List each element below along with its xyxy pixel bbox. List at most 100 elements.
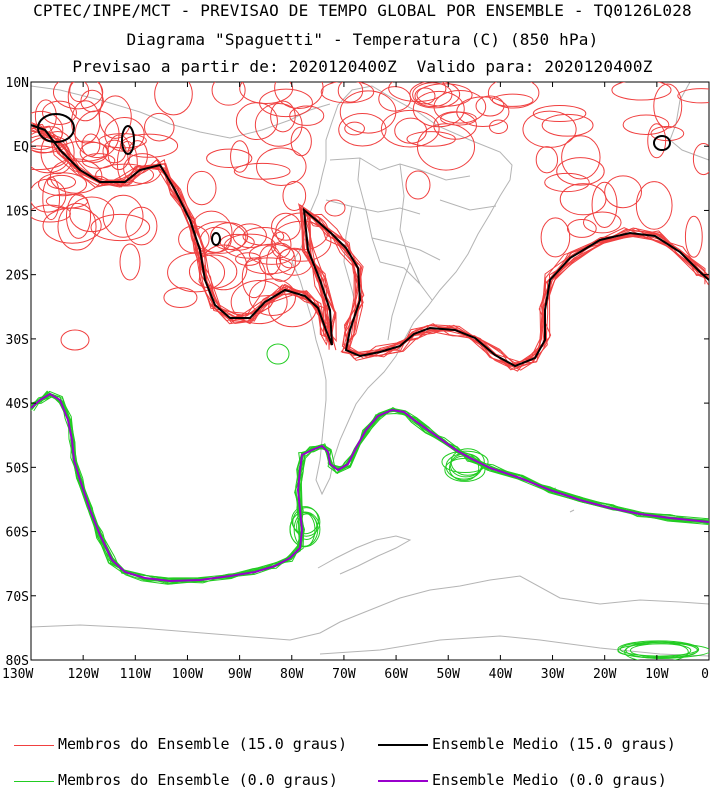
member-15-loop (650, 126, 685, 142)
member-15-loop (190, 210, 233, 255)
lat-label: 40S (6, 397, 29, 412)
lon-label: 60W (384, 667, 408, 682)
mean-15-contour (31, 113, 709, 368)
member-15-loop (290, 126, 312, 157)
member-15-loop (320, 82, 375, 104)
member-15-loop (52, 82, 104, 110)
member-15-loop (58, 140, 110, 162)
lon-label: 20W (593, 667, 617, 682)
member-15-loop (647, 123, 667, 159)
member-15-loop (337, 82, 364, 103)
ice-shelf (319, 635, 709, 657)
member-15-loop (414, 87, 436, 105)
member-15-loop (271, 212, 301, 241)
member-15-loop (475, 95, 505, 117)
member-0-blob (449, 453, 482, 478)
members-0-contours (31, 343, 709, 660)
member-15-loop (561, 135, 601, 180)
member-15-loop (199, 244, 248, 291)
member-15-loop (266, 242, 296, 282)
member-15-loop (559, 183, 607, 216)
members-15-contours (31, 82, 709, 372)
member-15-loop (40, 131, 75, 175)
plot-border (30, 81, 710, 661)
south-america-coast (291, 85, 513, 496)
mean-15-loop (653, 135, 671, 151)
member-0-contour (31, 391, 709, 580)
member-15-loop (416, 123, 476, 171)
member-15-contour (32, 127, 709, 368)
member-15-loop (677, 88, 709, 104)
axis-ticks (30, 81, 710, 661)
legend-label-members-15: Membros do Ensemble (15.0 graus) (58, 735, 347, 753)
member-15-loop (119, 133, 179, 158)
lat-label: 10N (6, 76, 29, 91)
member-15-loop (540, 217, 571, 258)
member-15-loop (339, 90, 397, 134)
member-15-loop (259, 88, 313, 118)
member-15-loop (42, 100, 77, 125)
member-15-loop (604, 175, 642, 209)
lat-label: EQ (13, 140, 29, 155)
lon-label: 0 (701, 667, 709, 682)
member-15-loop (45, 193, 89, 209)
lat-label: 10S (6, 204, 29, 219)
legend-line-members-0 (14, 781, 54, 782)
member-15-loop (188, 254, 238, 289)
member-15-loop (186, 170, 217, 206)
member-15-loop (522, 110, 577, 148)
member-15-loop (233, 162, 291, 180)
member-15-loop (42, 176, 61, 221)
member-15-loop (211, 82, 246, 106)
member-15-loop (69, 82, 90, 103)
lon-label: 40W (489, 667, 513, 682)
member-15-loop (206, 148, 253, 168)
member-15-loop (489, 119, 509, 135)
member-15-loop (230, 280, 288, 325)
member-0-blob (448, 455, 480, 481)
member-0-contour (31, 395, 707, 581)
member-15-loop (254, 103, 303, 147)
legend-line-mean-0 (378, 780, 428, 782)
member-15-loop (154, 82, 193, 116)
antarctic-peninsula (317, 535, 412, 575)
member-15-loop (622, 114, 670, 135)
member-15-loop (544, 172, 590, 193)
member-15-loop (102, 194, 144, 238)
lon-label: 90W (228, 667, 252, 682)
member-0-blob (441, 450, 489, 474)
member-0-contour (31, 390, 709, 583)
lon-label: 130W (2, 667, 33, 682)
member-15-contour (32, 123, 709, 372)
member-15-loop (380, 109, 440, 148)
title-line-1: CPTEC/INPE/MCT - PREVISAO DE TEMPO GLOBA… (33, 1, 692, 20)
member-0-blob (292, 507, 321, 537)
member-15-contour (31, 123, 709, 371)
member-15-loop (566, 219, 597, 238)
member-15-loop (271, 220, 332, 262)
map-frame (30, 81, 710, 661)
lon-label: 30W (541, 667, 565, 682)
member-15-loop (289, 105, 325, 126)
member-15-loop (248, 278, 296, 317)
member-15-loop (591, 181, 618, 228)
member-15-loop (232, 223, 267, 249)
member-15-loop (31, 136, 71, 174)
member-0-blob (266, 343, 290, 365)
member-15-contour (31, 130, 709, 368)
member-15-loop (535, 146, 559, 174)
member-0-contour (31, 393, 709, 583)
mean-0-contour (31, 392, 709, 583)
member-15-loop (210, 222, 249, 251)
member-15-loop (433, 111, 477, 140)
africa-coast (669, 82, 709, 161)
member-15-loop (163, 287, 198, 308)
member-15-loop (125, 206, 158, 246)
member-15-loop (282, 180, 307, 211)
member-15-loop (230, 140, 250, 173)
member-15-loop (338, 112, 387, 147)
member-15-loop (684, 215, 703, 258)
legend-label-members-0: Membros do Ensemble (0.0 graus) (58, 771, 338, 789)
lon-label: 100W (172, 667, 203, 682)
member-15-contour (32, 126, 707, 367)
